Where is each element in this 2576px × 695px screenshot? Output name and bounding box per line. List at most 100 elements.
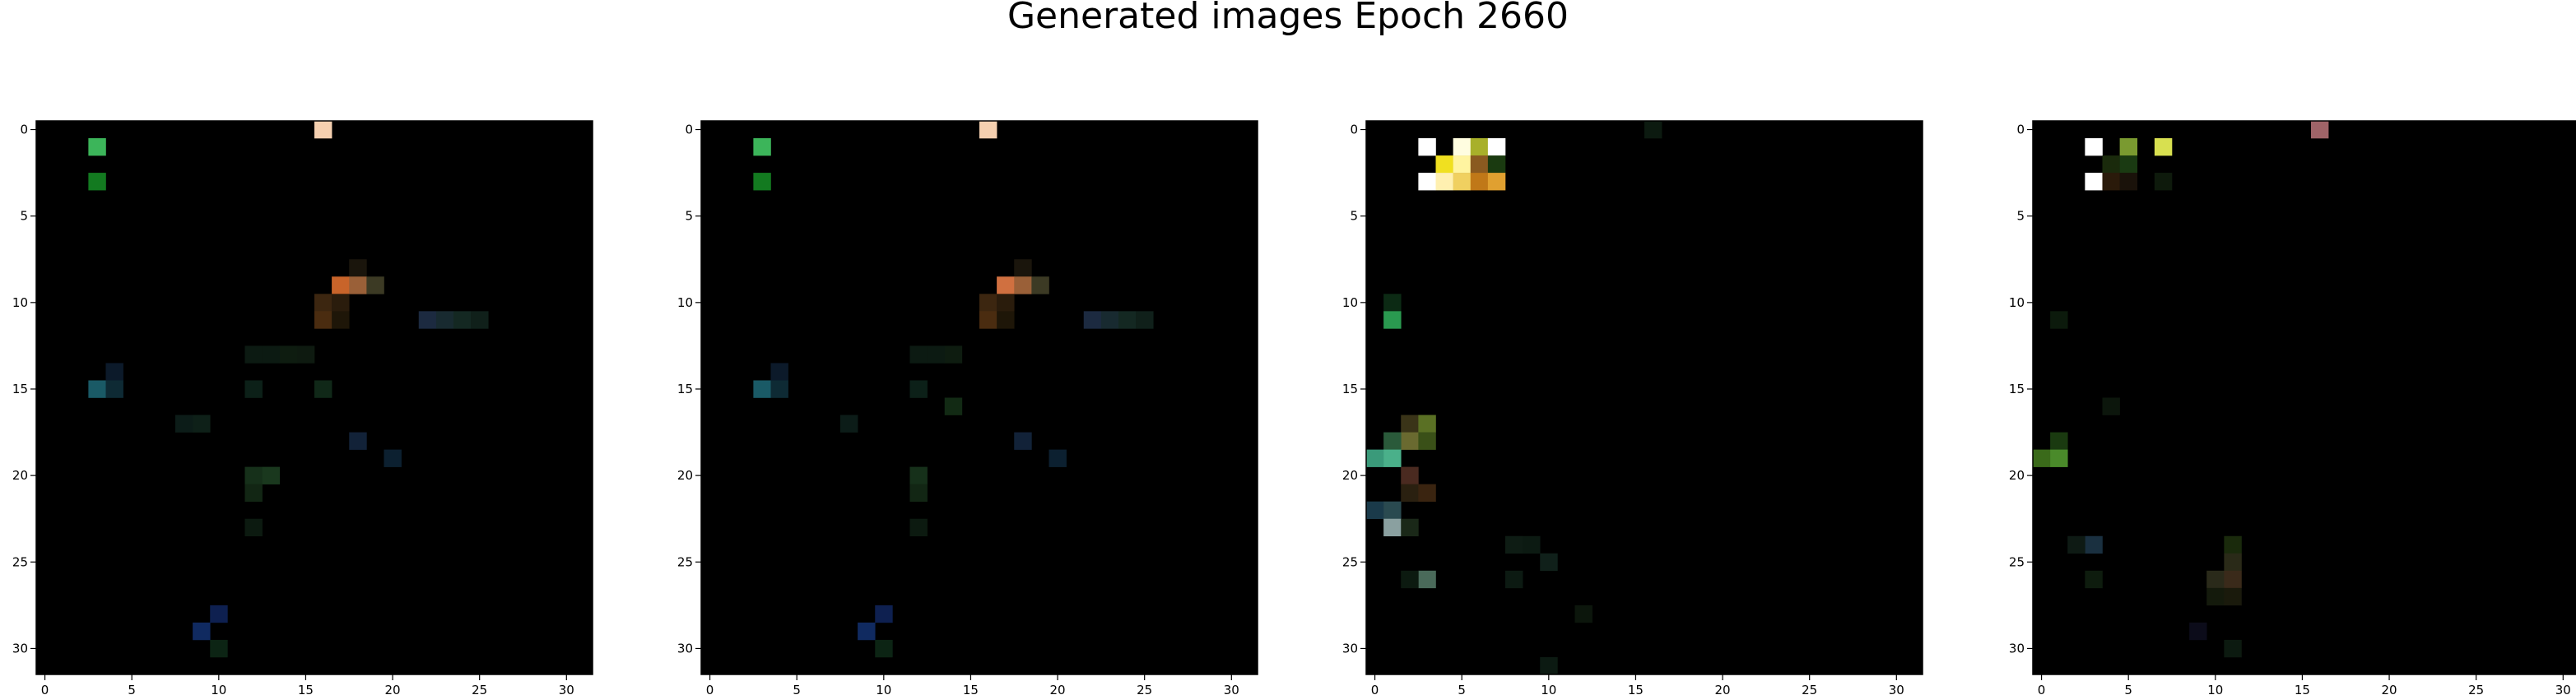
heatmap-cell	[858, 622, 876, 641]
heatmap-cell	[296, 345, 315, 364]
axes-frame	[700, 120, 1258, 675]
heatmap-cell	[1401, 432, 1419, 450]
heatmap-cell	[1014, 259, 1032, 277]
heatmap-cell	[314, 311, 332, 329]
heatmap-cell	[875, 639, 893, 658]
heatmap-cell	[997, 311, 1015, 329]
heatmap-cell	[332, 276, 350, 294]
y-tick-label: 30	[1342, 641, 1358, 656]
heatmap-cell	[262, 466, 281, 484]
heatmap-cell	[1383, 294, 1402, 312]
x-tick-label: 20	[385, 683, 401, 695]
heatmap-cell	[88, 173, 106, 191]
heatmap-cell	[1049, 449, 1067, 467]
subplot-4-heatmap: 0 5 10 15 20 25 30 0 5 10 15 20 25 30	[2009, 120, 2576, 695]
heatmap-cell	[927, 345, 946, 364]
heatmap-cell	[909, 484, 928, 502]
y-tick-label: 15	[2009, 382, 2025, 396]
heatmap-cell	[1031, 276, 1049, 294]
heatmap-cell	[2189, 622, 2207, 641]
heatmap-cell	[2154, 138, 2173, 156]
heatmap-cell	[2154, 173, 2173, 191]
heatmap-cell	[1100, 311, 1119, 329]
heatmap-cell	[1014, 276, 1032, 294]
x-tick-label: 30	[1889, 683, 1904, 695]
heatmap-cell	[2119, 173, 2138, 191]
heatmap-cell	[1383, 432, 1402, 450]
heatmap-cell	[2224, 535, 2242, 554]
subplot-2-heatmap: 0 5 10 15 20 25 30 0 5 10 15 20 25 30	[677, 120, 1258, 695]
x-tick-label: 10	[876, 683, 891, 695]
heatmap-cell	[1383, 311, 1402, 329]
heatmap-cell	[1453, 173, 1472, 191]
heatmap-cell	[210, 639, 228, 658]
heatmap-cell	[770, 380, 788, 398]
x-tick-label: 15	[1628, 683, 1644, 695]
heatmap-cell	[244, 484, 263, 502]
heatmap-cell	[1401, 466, 1419, 484]
heatmap-cell	[2102, 155, 2120, 174]
heatmap-cell	[1505, 535, 1523, 554]
axes-frame	[1365, 120, 1923, 675]
heatmap-cell	[105, 380, 123, 398]
heatmap-cell	[909, 380, 928, 398]
heatmap-cell	[418, 311, 437, 329]
heatmap-cell	[1540, 656, 1558, 675]
heatmap-cell	[105, 363, 123, 381]
heatmap-cell	[770, 363, 788, 381]
heatmap-background	[701, 121, 1258, 674]
heatmap-cell	[314, 121, 332, 139]
heatmap-cell	[1453, 138, 1472, 156]
heatmap-cell	[1118, 311, 1137, 329]
heatmap-cell	[909, 466, 928, 484]
heatmap-cell	[2085, 173, 2103, 191]
heatmap-cell	[2050, 432, 2068, 450]
y-tick-label: 20	[2009, 468, 2025, 483]
y-tick-label: 25	[2009, 554, 2025, 569]
heatmap-cell	[1453, 155, 1472, 174]
heatmap-cell	[1014, 432, 1032, 450]
heatmap-cell	[2119, 155, 2138, 174]
figure-title: Generated images Epoch 2660	[1007, 0, 1569, 37]
x-tick-label: 25	[2468, 683, 2484, 695]
heatmap-cell	[349, 432, 367, 450]
heatmap-cell	[2085, 570, 2103, 589]
heatmap-cell	[435, 311, 454, 329]
y-tick-label: 5	[20, 209, 28, 224]
x-tick-label: 15	[963, 683, 979, 695]
y-tick-label: 5	[685, 209, 693, 224]
heatmap-cell	[2224, 553, 2242, 572]
heatmap-cell	[244, 380, 263, 398]
heatmap-cell	[2206, 570, 2225, 589]
heatmap-cell	[909, 518, 928, 537]
heatmap-cell	[2085, 138, 2103, 156]
heatmap-cell	[1505, 570, 1523, 589]
heatmap-cell	[244, 466, 263, 484]
heatmap-cell	[384, 449, 402, 467]
subplot-4: 0 5 10 15 20 25 30 0 5 10 15 20 25 30	[2009, 120, 2576, 695]
heatmap-cell	[1487, 138, 1506, 156]
y-tick-label: 0	[1350, 123, 1358, 137]
heatmap-cell	[1418, 484, 1436, 502]
subplot-1: 0 5 10 15 20 25 30 0 5 10 15 20 25 30	[12, 120, 593, 695]
heatmap-cell	[1366, 449, 1384, 467]
y-tick-label: 10	[1342, 295, 1358, 310]
heatmap-cell	[753, 138, 771, 156]
heatmap-cell	[1418, 432, 1436, 450]
x-tick-label: 10	[1541, 683, 1556, 695]
heatmap-cell	[2102, 173, 2120, 191]
heatmap-cell	[944, 397, 963, 415]
heatmap-cell	[875, 605, 893, 623]
x-tick-label: 5	[128, 683, 136, 695]
y-tick-label: 30	[677, 641, 693, 656]
y-tick-label: 15	[12, 382, 28, 396]
heatmap-cell	[1401, 518, 1419, 537]
heatmap-cell	[1418, 173, 1436, 191]
heatmap-cell	[979, 294, 997, 312]
y-tick-label: 20	[12, 468, 28, 483]
heatmap-cell	[88, 138, 106, 156]
y-tick-label: 15	[1342, 382, 1358, 396]
heatmap-cell	[1487, 173, 1506, 191]
heatmap-background	[2033, 121, 2576, 674]
